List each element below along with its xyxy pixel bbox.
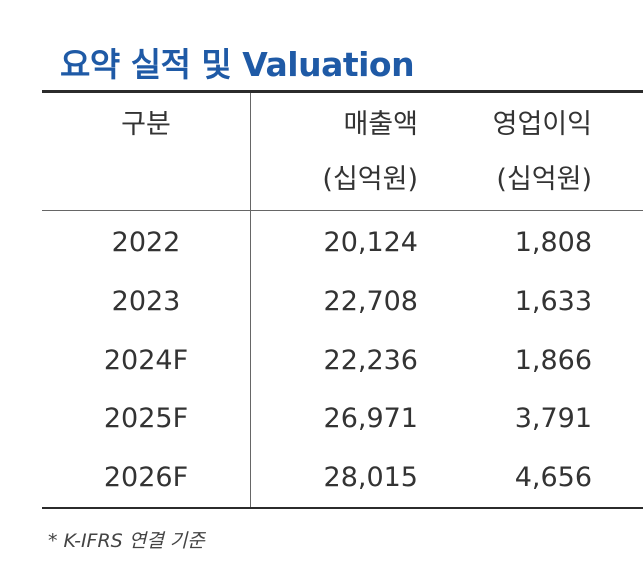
row-year: 2022	[111, 227, 181, 258]
table-title: 요약 실적 및 Valuation	[60, 45, 415, 84]
table-top-rule	[42, 90, 643, 93]
table-bottom-rule	[42, 507, 643, 509]
header-divider-rule	[42, 210, 643, 211]
header-sales: 매출액	[343, 109, 418, 140]
row-year: 2023	[111, 286, 181, 317]
header-op-income-unit: (십억원)	[496, 164, 592, 195]
column-divider	[250, 93, 251, 507]
row-sales: 20,124	[323, 227, 418, 258]
row-op-income: 1,633	[514, 286, 592, 317]
row-sales: 22,708	[323, 286, 418, 317]
row-sales: 22,236	[323, 345, 418, 376]
footnote: * K-IFRS 연결 기준	[48, 530, 205, 552]
row-sales: 26,971	[323, 403, 418, 434]
row-op-income: 1,808	[514, 227, 592, 258]
row-op-income: 1,866	[514, 345, 592, 376]
row-sales: 28,015	[323, 462, 418, 493]
row-year: 2026F	[103, 462, 189, 493]
row-op-income: 3,791	[514, 403, 592, 434]
header-op-income: 영업이익	[492, 109, 592, 140]
row-year: 2024F	[103, 345, 189, 376]
row-year: 2025F	[103, 403, 189, 434]
header-sales-unit: (십억원)	[322, 164, 418, 195]
header-category: 구분	[121, 109, 171, 140]
row-op-income: 4,656	[514, 462, 592, 493]
